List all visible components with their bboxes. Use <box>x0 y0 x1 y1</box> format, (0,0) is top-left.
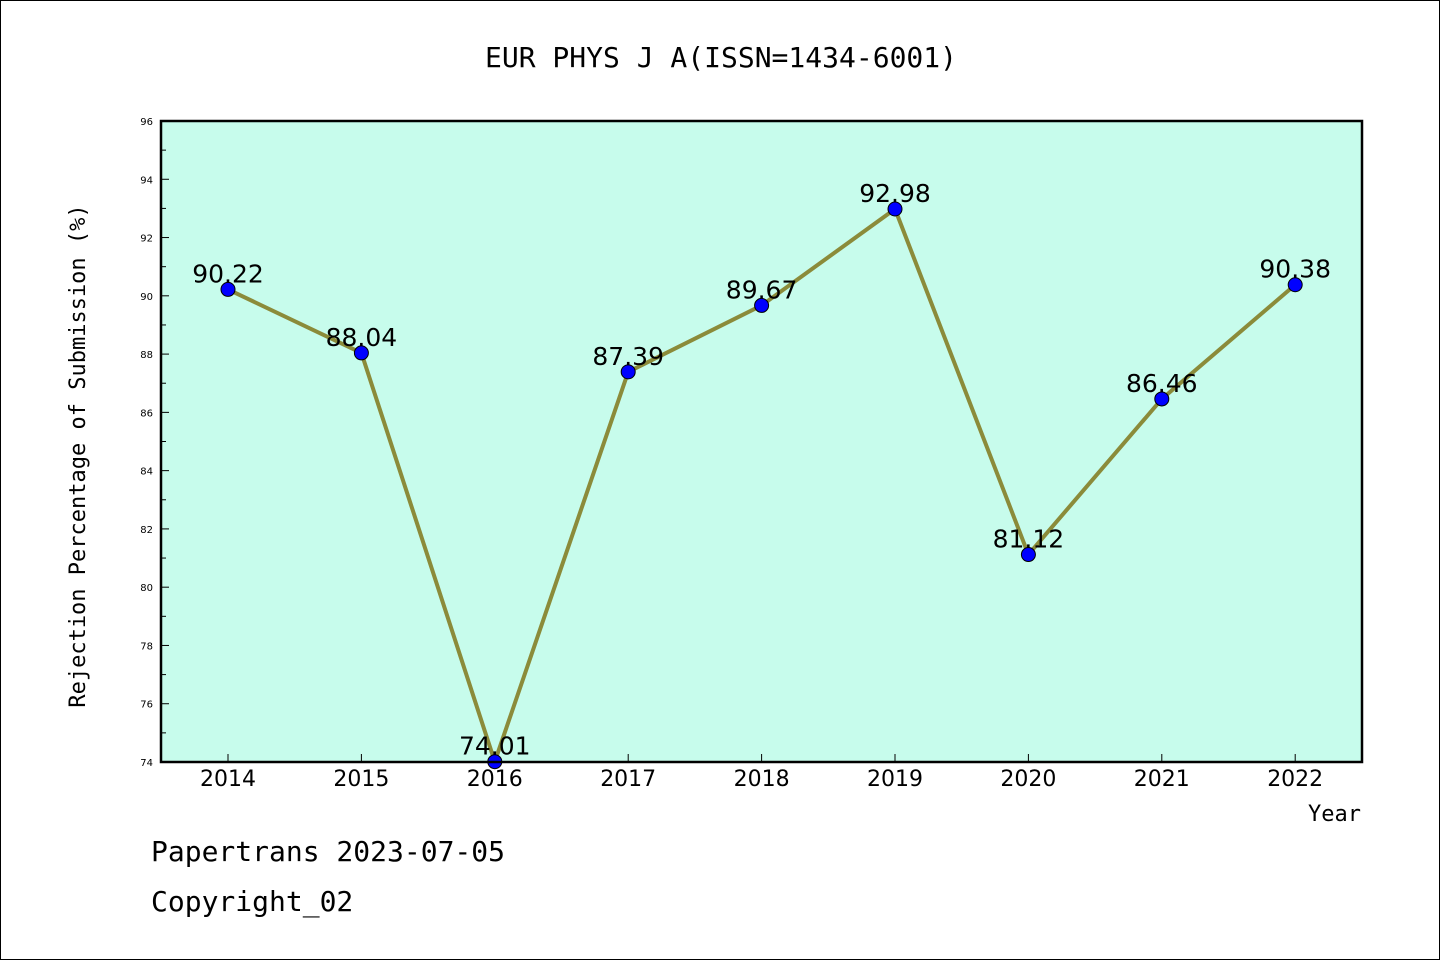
x-tick-label: 2019 <box>867 767 923 792</box>
x-tick-label: 2015 <box>333 767 389 792</box>
data-point-2019 <box>887 201 903 217</box>
footer-date-text: Papertrans 2023-07-05 <box>151 835 506 868</box>
x-tick-label: 2014 <box>200 767 256 792</box>
x-tick-label: 2017 <box>600 767 656 792</box>
x-axis: 2014 2015 2016 2017 2018 2019 2020 2021 2022 <box>200 754 1323 792</box>
footer-copyright-text: Copyright_02 <box>151 885 354 918</box>
y-tick-label: 86 <box>140 408 153 419</box>
data-label-2020: 81.12 <box>993 525 1065 554</box>
data-label-2016: 74.01 <box>459 732 531 761</box>
data-label-2015: 88.04 <box>326 323 398 352</box>
x-tick-label: 2020 <box>1000 767 1056 792</box>
data-point-2014 <box>220 281 236 297</box>
data-point-2020 <box>1020 547 1036 563</box>
y-tick-label: 78 <box>140 641 153 652</box>
data-label-2021: 86.46 <box>1126 369 1198 398</box>
y-tick-label: 92 <box>140 234 153 245</box>
chart-title: EUR PHYS J A(ISSN=1434-6001) <box>485 41 957 74</box>
x-tick-label: 2018 <box>734 767 790 792</box>
data-point-2018 <box>754 297 770 313</box>
data-label-2018: 89.67 <box>726 275 798 304</box>
y-tick-label: 84 <box>140 467 153 478</box>
data-point-2015 <box>353 345 369 361</box>
y-axis: 74 76 78 80 82 84 86 88 90 92 94 96 <box>140 117 169 769</box>
data-point-2022 <box>1287 277 1303 293</box>
x-tick-label: 2022 <box>1267 767 1323 792</box>
data-label-2014: 90.22 <box>192 259 264 288</box>
data-point-2017 <box>620 364 636 380</box>
y-tick-label: 80 <box>140 583 153 594</box>
y-axis-title: Rejection Percentage of Submission (%) <box>66 204 91 707</box>
y-tick-label: 82 <box>140 525 153 536</box>
data-point-2021 <box>1154 391 1170 407</box>
data-label-2017: 87.39 <box>592 342 664 371</box>
data-label-2022: 90.38 <box>1259 255 1331 284</box>
plot-border <box>159 119 1364 764</box>
y-tick-label: 94 <box>140 175 153 186</box>
y-tick-label: 96 <box>140 117 153 128</box>
y-tick-label: 76 <box>140 700 153 711</box>
y-tick-label: 90 <box>140 292 153 303</box>
x-tick-label: 2016 <box>467 767 523 792</box>
x-axis-title: Year <box>1308 802 1361 827</box>
data-label-layer: 90.22 88.04 74.01 87.39 89.67 92.98 81.12 86.46… <box>192 179 1331 761</box>
data-label-2019: 92.98 <box>859 179 931 208</box>
y-tick-label: 74 <box>140 758 153 769</box>
x-tick-label: 2021 <box>1134 767 1190 792</box>
y-tick-label: 88 <box>140 350 153 361</box>
plot-area <box>161 121 1362 762</box>
